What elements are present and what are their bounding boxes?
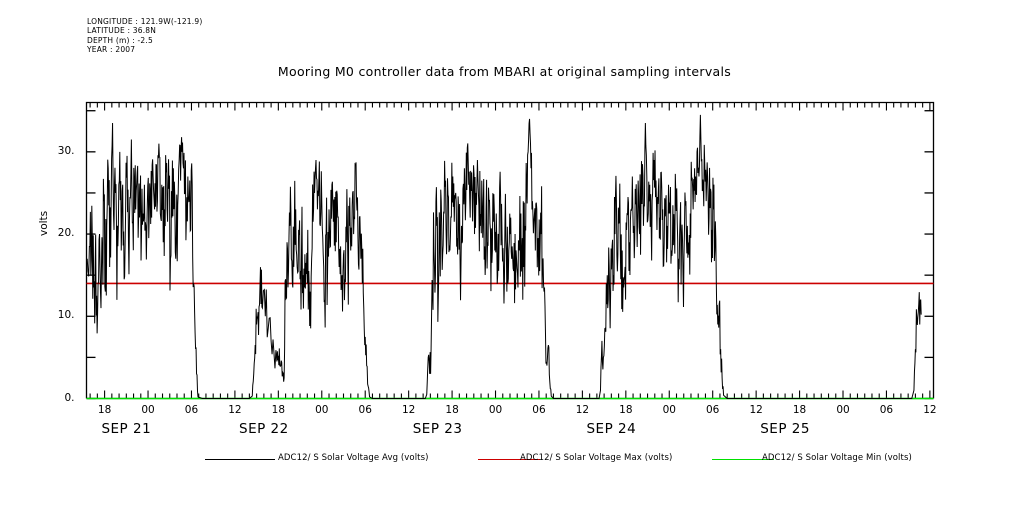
x-tick-label: 00 [141, 403, 155, 416]
x-tick-label: 12 [401, 403, 416, 416]
x-day-label: SEP 22 [239, 420, 289, 437]
x-tick-label: 00 [662, 403, 676, 416]
x-day-label: SEP 21 [101, 420, 152, 437]
legend-swatch [712, 459, 774, 460]
x-tick-label: 18 [792, 403, 807, 416]
x-day-label: SEP 23 [412, 420, 463, 437]
y-tick-label: 20. [57, 227, 75, 240]
x-tick-label: 06 [879, 403, 894, 416]
x-tick-label: 18 [271, 403, 286, 416]
x-tick-label: 18 [97, 403, 112, 416]
y-tick-label: 30. [57, 144, 75, 157]
x-tick-label: 12 [923, 403, 937, 416]
y-tick-label: 10. [57, 309, 75, 322]
chart-legend: ADC12/ S Solar Voltage Avg (volts) ADC12/… [0, 449, 1009, 469]
x-day-label: SEP 24 [586, 420, 637, 437]
x-tick-label: 00 [488, 403, 503, 416]
legend-label: ADC12/ S Solar Voltage Avg (volts) [278, 453, 429, 463]
x-day-label: SEP 25 [760, 420, 810, 437]
legend-label: ADC12/ S Solar Voltage Min (volts) [762, 453, 912, 463]
x-tick-label: 06 [358, 403, 372, 416]
x-tick-label: 12 [749, 403, 763, 416]
x-tick-label: 00 [836, 403, 850, 416]
legend-swatch [478, 459, 540, 460]
x-tick-label: 06 [184, 403, 199, 416]
x-tick-label: 12 [575, 403, 590, 416]
legend-label: ADC12/ S Solar Voltage Max (volts) [520, 453, 673, 463]
x-tick-label: 18 [619, 403, 633, 416]
x-tick-label: 00 [315, 403, 329, 416]
x-tick-label: 06 [532, 403, 546, 416]
x-tick-label: 12 [228, 403, 242, 416]
y-tick-label: 0. [64, 391, 75, 404]
x-tick-label: 18 [445, 403, 459, 416]
legend-swatch [205, 459, 275, 460]
station-metadata: LONGITUDE : 121.9W(-121.9) LATITUDE : 36… [87, 17, 203, 54]
chart-title: Mooring M0 controller data from MBARI at… [277, 64, 732, 79]
x-tick-label: 06 [706, 403, 720, 416]
